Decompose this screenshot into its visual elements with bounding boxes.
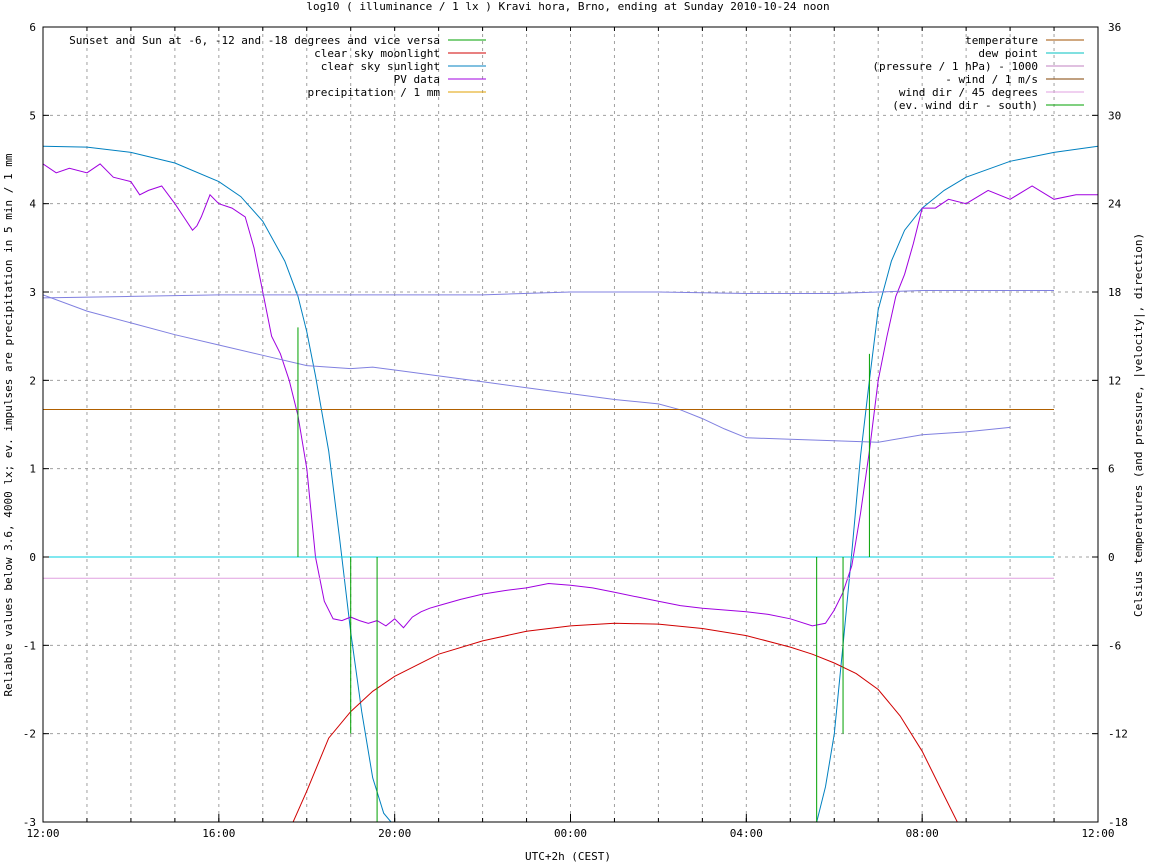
y-tick-label: 2 [29, 374, 36, 387]
chart-title: log10 ( illuminance / 1 lx ) Kravi hora,… [306, 0, 829, 13]
y2-tick-label: -18 [1108, 816, 1128, 829]
x-tick-label: 08:00 [906, 827, 939, 840]
x-tick-label: 20:00 [378, 827, 411, 840]
series-line-pv-data [43, 163, 1098, 629]
legend-left-label: PV data [394, 73, 440, 86]
legend-left-label: Sunset and Sun at -6, -12 and -18 degree… [69, 34, 440, 47]
plot-frame [42, 26, 1099, 823]
x-tick-label: 04:00 [730, 827, 763, 840]
legend-left-label: clear sky moonlight [314, 47, 440, 60]
y2-tick-label: 6 [1108, 463, 1115, 476]
y-axis-label: Reliable values below 3.6, 4000 lx; ev. … [2, 153, 15, 696]
series-line-pressure-1-hpa-1000 [43, 290, 1054, 299]
x-tick-label: 12:00 [1081, 827, 1114, 840]
x-tick-label: 00:00 [554, 827, 587, 840]
y-tick-label: -3 [23, 816, 36, 829]
x-tick-label: 12:00 [26, 827, 59, 840]
y-tick-label: 4 [29, 198, 36, 211]
legend-right-label: dew point [978, 47, 1038, 60]
y-tick-label: 0 [29, 551, 36, 564]
series-line-clear-sky-sunlight [43, 145, 1098, 822]
y-tick-label: 5 [29, 109, 36, 122]
y2-tick-label: -6 [1108, 639, 1121, 652]
legend-right-label: - wind / 1 m/s [945, 73, 1038, 86]
y2-tick-label: 30 [1108, 109, 1121, 122]
legend-left-label: precipitation / 1 mm [308, 86, 441, 99]
series-line-clear-sky-moonlight [292, 622, 958, 822]
y-tick-label: 3 [29, 286, 36, 299]
legend-right-label: (ev. wind dir - south) [892, 99, 1038, 112]
y2-tick-label: 12 [1108, 374, 1121, 387]
x-tick-label: 16:00 [202, 827, 235, 840]
legend-right-label: temperature [965, 34, 1038, 47]
y-tick-label: -2 [23, 728, 36, 741]
y2-tick-label: -12 [1108, 728, 1128, 741]
y-tick-label: -1 [23, 639, 36, 652]
legend-right-label: wind dir / 45 degrees [899, 86, 1038, 99]
legend-left-label: clear sky sunlight [321, 60, 440, 73]
series-layer [43, 145, 1098, 822]
y-tick-label: 6 [29, 21, 36, 34]
y2-tick-label: 18 [1108, 286, 1121, 299]
legend-right-label: (pressure / 1 hPa) - 1000 [872, 60, 1038, 73]
clipped-series [43, 145, 1098, 822]
legend: Sunset and Sun at -6, -12 and -18 degree… [69, 34, 1084, 112]
y2-tick-label: 24 [1108, 198, 1122, 211]
y-tick-label: 1 [29, 463, 36, 476]
y2-tick-label: 36 [1108, 21, 1121, 34]
y2-tick-label: 0 [1108, 551, 1115, 564]
x-axis-label: UTC+2h (CEST) [525, 850, 611, 863]
series-line-temperature [43, 294, 1011, 443]
y2-axis-label: Celsius temperatures (and pressure, |vel… [1132, 233, 1145, 617]
